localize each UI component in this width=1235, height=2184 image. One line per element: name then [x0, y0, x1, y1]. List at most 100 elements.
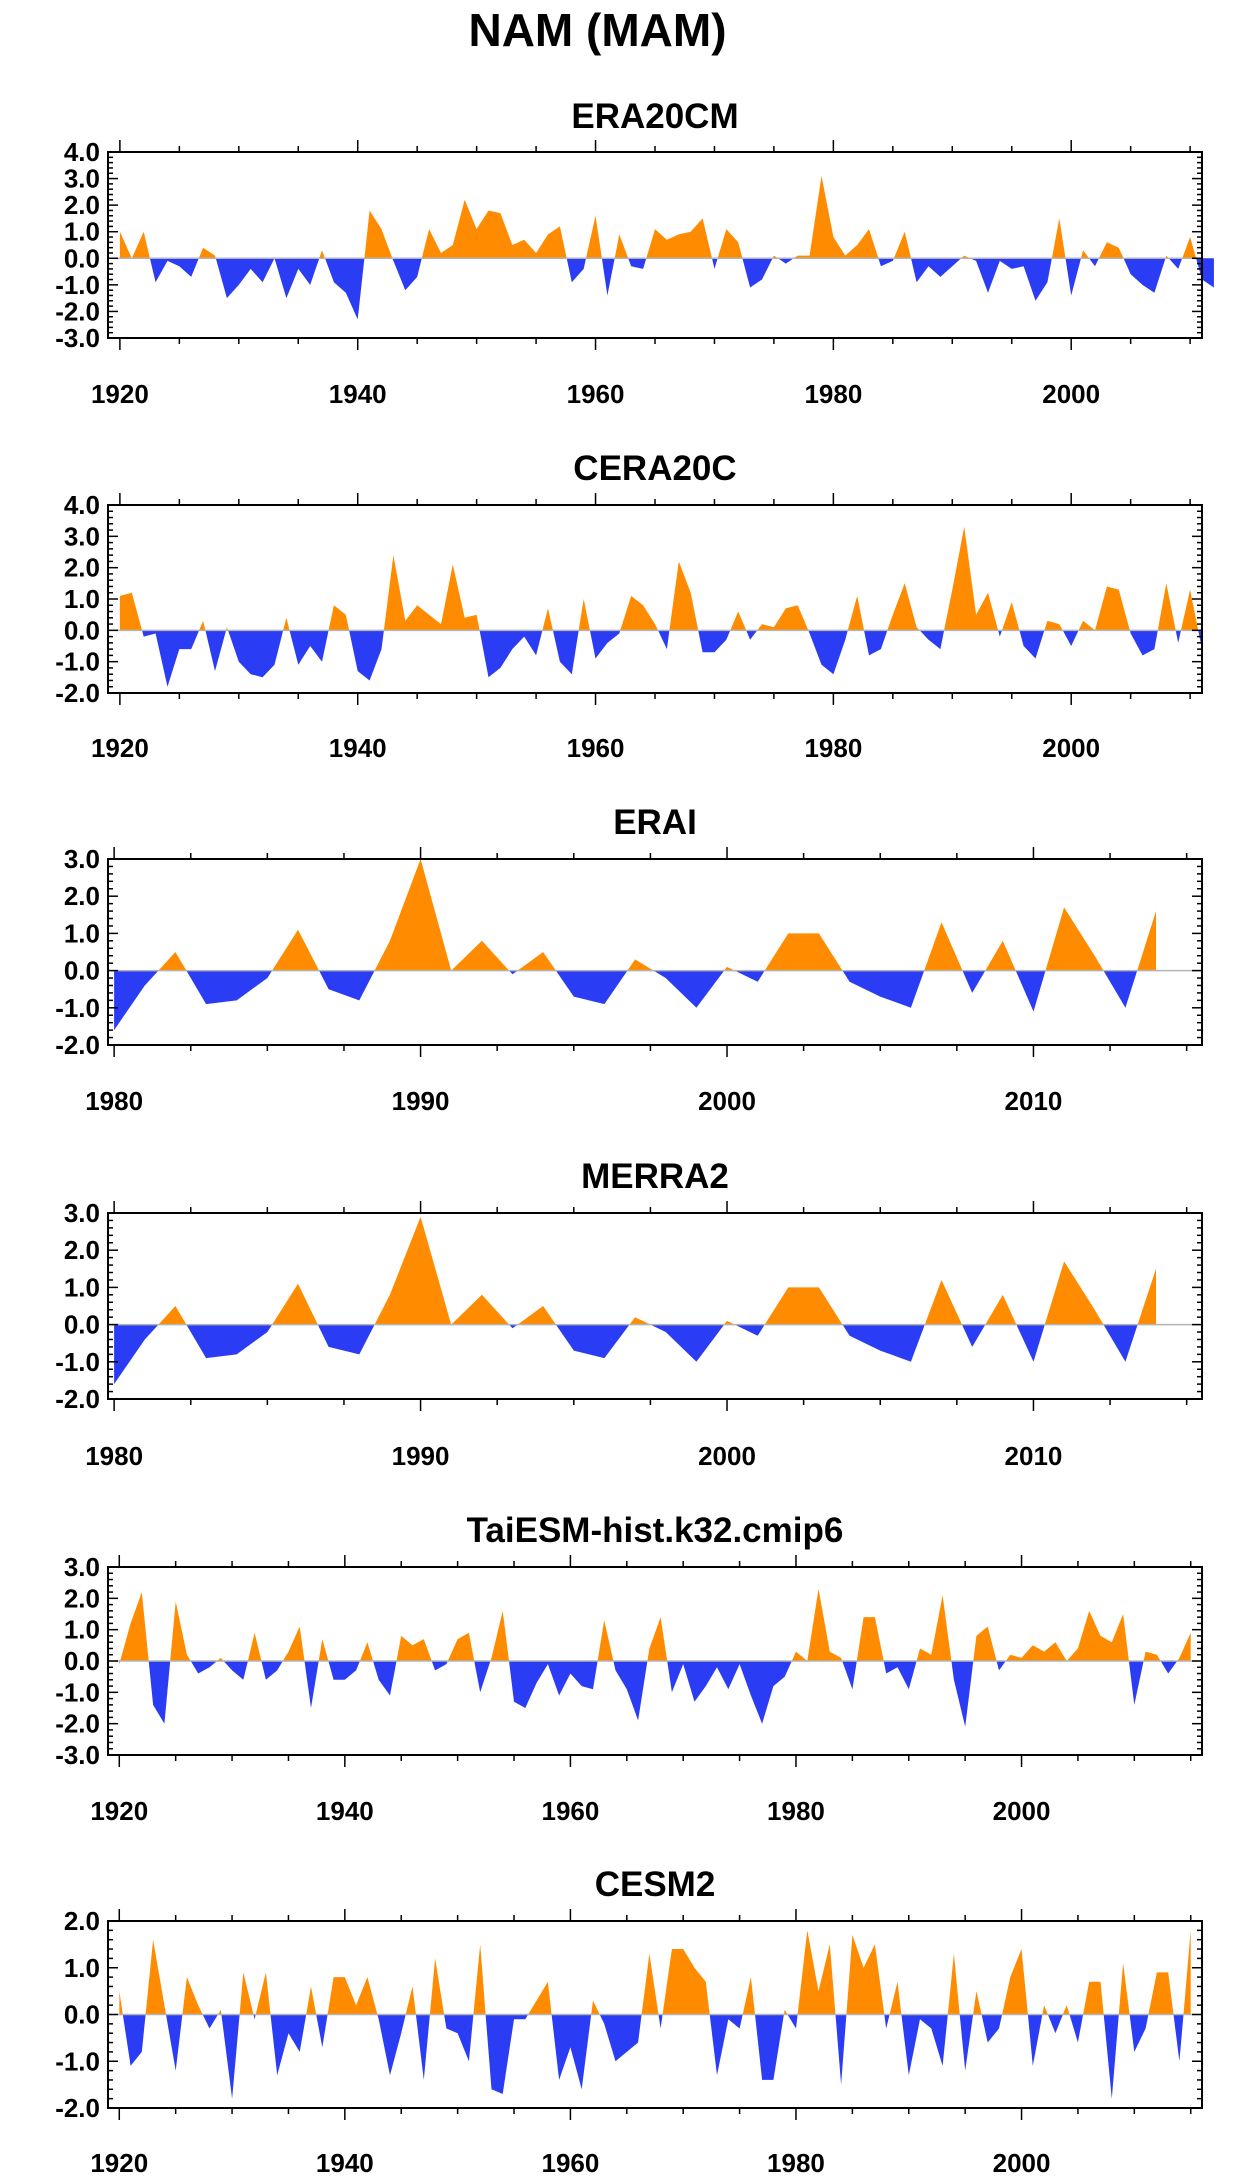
negative-area [599, 2014, 642, 2062]
positive-area [620, 595, 658, 631]
x-tick-label: 2000 [1042, 379, 1100, 409]
negative-area [349, 630, 384, 681]
y-tick-label: -2.0 [55, 1384, 100, 1414]
y-tick-label: 2.0 [64, 190, 100, 220]
negative-area [658, 2014, 663, 2029]
negative-area [919, 630, 945, 650]
positive-area [985, 1294, 1017, 1325]
negative-area [962, 1324, 986, 1347]
plot-frame [107, 858, 1203, 1046]
positive-area [1137, 911, 1156, 971]
negative-area [951, 1661, 974, 1727]
negative-area [148, 1661, 171, 1724]
panel-title: MERRA2 [581, 1157, 729, 1196]
positive-area [730, 611, 747, 631]
negative-area [228, 630, 284, 678]
positive-area [120, 1592, 149, 1661]
negative-area [552, 630, 579, 675]
positive-area [1005, 1642, 1067, 1661]
negative-area [444, 2014, 474, 2062]
y-tick-label: 3.0 [64, 164, 100, 194]
x-tick-label: 1940 [329, 733, 387, 763]
x-tick-label: 2010 [1005, 1441, 1063, 1471]
positive-area [893, 231, 911, 259]
negative-area [509, 1324, 518, 1329]
positive-area [1143, 1651, 1161, 1661]
positive-area [1062, 2005, 1070, 2015]
y-tick-label: 0.0 [64, 615, 100, 645]
y-tick-label: 0.0 [64, 1646, 100, 1676]
chart-panel: 4.03.02.01.00.0-1.0-2.0 1920 1940 1960 1980 2… [55, 449, 1203, 763]
positive-area [490, 1610, 509, 1661]
positive-area [1083, 1981, 1104, 2015]
negative-area [325, 258, 365, 320]
positive-area [319, 250, 325, 259]
y-tick-label: 0.0 [64, 243, 100, 273]
negative-area [1015, 970, 1046, 1012]
positive-area [662, 1949, 710, 2015]
positive-area [742, 1977, 755, 2015]
positive-area [217, 1657, 224, 1661]
negative-area [319, 970, 375, 1001]
positive-area [1066, 1610, 1129, 1661]
y-tick-label: -2.0 [55, 678, 100, 708]
y-tick-label: 3.0 [64, 1198, 100, 1228]
plot-frame [107, 1212, 1203, 1400]
negative-area [808, 630, 848, 675]
positive-area [1157, 583, 1176, 631]
positive-area [226, 627, 228, 631]
x-tick-label: 1960 [567, 733, 625, 763]
negative-area [742, 258, 773, 288]
positive-area [145, 1939, 166, 2015]
negative-area [1123, 258, 1166, 293]
positive-area [627, 959, 654, 971]
negative-area [114, 1324, 159, 1385]
positive-area [170, 1601, 191, 1661]
y-tick-label: 2.0 [64, 1583, 100, 1613]
positive-area [239, 1972, 254, 2015]
positive-area [429, 1958, 445, 2015]
positive-area [383, 555, 480, 631]
positive-area [517, 1306, 556, 1325]
negative-area [653, 970, 725, 1008]
positive-area [1098, 242, 1124, 259]
x-tick-label: 1980 [767, 1796, 825, 1826]
positive-area [1118, 1963, 1130, 2015]
negative-area [509, 970, 518, 975]
chart-panel: 3.0 2.0 1.0 0.0 -1.0 -2.0 1980 1990 2000 2010 MERR… [55, 1157, 1203, 1471]
x-tick-label: 1980 [767, 2148, 825, 2178]
positive-area [447, 1632, 475, 1661]
y-tick-label: 3.0 [64, 1552, 100, 1582]
negative-area [1069, 2014, 1084, 2043]
positive-area [724, 1320, 735, 1325]
negative-area [1196, 258, 1214, 288]
positive-area [119, 1991, 123, 2015]
positive-area [586, 215, 602, 259]
negative-area [746, 630, 758, 640]
chart-panel: 3.02.01.00.0-1.0-2.0-3.0 1920 1940 1960 1980… [55, 1511, 1203, 1826]
negative-area [777, 258, 794, 264]
negative-area [186, 1324, 273, 1359]
positive-area [973, 1626, 997, 1661]
positive-area [328, 605, 350, 631]
y-tick-label: -2.0 [55, 1030, 100, 1060]
positive-area [783, 2009, 788, 2015]
x-tick-label: 1980 [804, 379, 862, 409]
positive-area [646, 218, 712, 259]
negative-area [1089, 258, 1099, 267]
x-tick-label: 1980 [85, 1086, 143, 1116]
x-tick-label: 1920 [90, 2148, 148, 2178]
negative-area [864, 630, 888, 656]
negative-area [431, 1661, 448, 1671]
y-tick-label: 0.0 [64, 2000, 100, 2030]
negative-area [1016, 1324, 1045, 1362]
panel-title: ERA20CM [571, 97, 738, 136]
y-tick-label: 1.0 [64, 584, 100, 614]
positive-area [359, 1642, 373, 1661]
negative-area [613, 1661, 648, 1721]
negative-area [551, 2014, 592, 2090]
negative-area [709, 2014, 743, 2076]
x-tick-label: 1940 [316, 2148, 374, 2178]
x-tick-label: 1960 [567, 379, 625, 409]
positive-area [916, 1595, 952, 1661]
